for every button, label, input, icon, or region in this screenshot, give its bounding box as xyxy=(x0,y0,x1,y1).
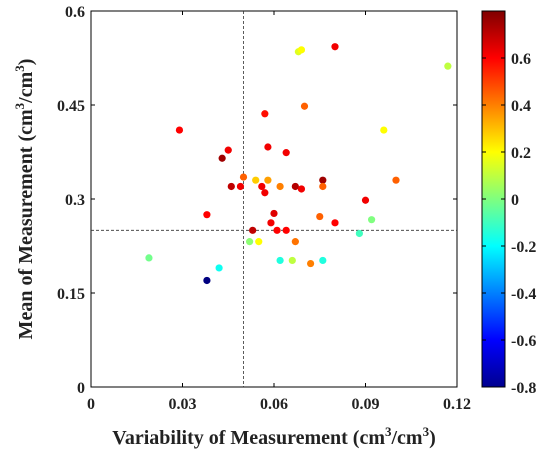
data-point xyxy=(307,259,315,268)
data-point xyxy=(261,110,269,118)
data-point xyxy=(261,189,269,197)
ylabel-part-2: /cm xyxy=(15,71,37,103)
svg-text:Variability of Measurement (cm: Variability of Measurement (cm3/cm3) xyxy=(112,424,436,449)
colorbar-ticks: 0.6 0.4 0.2 0 -0.2 -0.4 -0.6 -0.8 xyxy=(482,51,536,397)
data-point xyxy=(203,276,211,285)
data-point xyxy=(175,126,184,134)
data-point xyxy=(355,229,363,238)
data-point xyxy=(203,211,211,219)
data-point xyxy=(291,238,299,246)
data-point xyxy=(368,216,376,224)
data-point xyxy=(276,256,284,265)
x-axis-title: Variability of Measurement (cm3/cm3) xyxy=(112,424,436,449)
data-point xyxy=(300,102,309,110)
x-tick-label: 0.09 xyxy=(352,396,380,413)
xlabel-part-2: /cm xyxy=(390,427,422,449)
data-point xyxy=(291,182,299,191)
data-point xyxy=(297,185,306,193)
data-point xyxy=(444,62,452,70)
x-tick-label: 0 xyxy=(87,396,95,413)
data-point xyxy=(224,146,232,154)
x-axis-ticks: 0 0.03 0.06 0.09 0.12 xyxy=(87,11,471,413)
data-point xyxy=(276,182,284,191)
data-point xyxy=(282,226,290,234)
y-tick-label: 0.45 xyxy=(57,98,85,115)
colorbar: 0.6 0.4 0.2 0 -0.2 -0.4 -0.6 -0.8 xyxy=(481,10,536,397)
data-point xyxy=(270,209,278,218)
data-point xyxy=(215,264,223,272)
data-point xyxy=(380,126,388,134)
data-point xyxy=(282,149,290,157)
data-point xyxy=(227,182,235,191)
data-points xyxy=(145,43,452,285)
colorbar-tick-label: 0.6 xyxy=(511,51,531,68)
colorbar-tick-label: -0.4 xyxy=(511,286,536,303)
ylabel-part-1: Mean of Measurement (cm xyxy=(15,109,37,339)
colorbar-tick-label: -0.6 xyxy=(511,333,536,350)
data-point xyxy=(255,238,263,246)
data-point xyxy=(246,238,254,246)
svg-text:Mean of Measurement (cm3/cm3): Mean of Measurement (cm3/cm3) xyxy=(12,59,37,340)
data-point xyxy=(273,226,281,234)
y-axis-title: Mean of Measurement (cm3/cm3) xyxy=(12,59,37,340)
xlabel-sup-1: 3 xyxy=(385,424,392,439)
data-point xyxy=(264,143,272,151)
x-tick-label: 0.12 xyxy=(443,396,471,413)
colorbar-tick-label: 0.4 xyxy=(511,98,531,115)
ylabel-sup-2: 3 xyxy=(12,65,27,72)
data-point xyxy=(218,154,226,162)
data-point xyxy=(316,212,324,221)
data-point xyxy=(252,176,260,184)
data-point xyxy=(331,219,339,227)
data-point xyxy=(288,256,296,265)
ylabel-sup-1: 3 xyxy=(12,102,27,109)
colorbar-tick-label: -0.8 xyxy=(511,380,536,397)
data-point xyxy=(392,176,400,184)
colorbar-tick-label: 0 xyxy=(511,192,519,209)
data-point xyxy=(319,256,327,265)
data-point xyxy=(239,173,248,181)
y-tick-label: 0.3 xyxy=(65,192,85,209)
y-tick-label: 0.6 xyxy=(65,4,85,21)
data-point xyxy=(331,43,339,51)
data-point xyxy=(249,226,257,234)
colorbar-tick-label: -0.2 xyxy=(511,239,536,256)
xlabel-part-1: Variability of Measurement (cm xyxy=(112,427,385,449)
x-tick-label: 0.03 xyxy=(169,396,197,413)
data-point xyxy=(264,176,272,184)
colorbar-tick-label: 0.2 xyxy=(511,145,531,162)
plot-frame xyxy=(90,10,458,388)
ylabel-part-3: ) xyxy=(15,59,37,66)
data-point xyxy=(319,182,327,191)
data-point xyxy=(361,196,370,204)
xlabel-sup-2: 3 xyxy=(423,424,430,439)
plot-area: 0 0.03 0.06 0.09 0.12 0 0.15 0.3 0.45 0.6 xyxy=(57,4,471,413)
xlabel-part-3: ) xyxy=(429,427,436,449)
data-point xyxy=(258,182,266,191)
y-tick-label: 0 xyxy=(77,380,85,397)
y-axis-ticks: 0 0.15 0.3 0.45 0.6 xyxy=(57,4,457,397)
data-point xyxy=(297,46,306,54)
y-tick-label: 0.15 xyxy=(57,286,85,303)
data-point xyxy=(236,182,245,191)
data-point xyxy=(267,219,275,227)
data-point xyxy=(319,176,327,184)
x-tick-label: 0.06 xyxy=(260,396,288,413)
data-point xyxy=(145,254,153,262)
